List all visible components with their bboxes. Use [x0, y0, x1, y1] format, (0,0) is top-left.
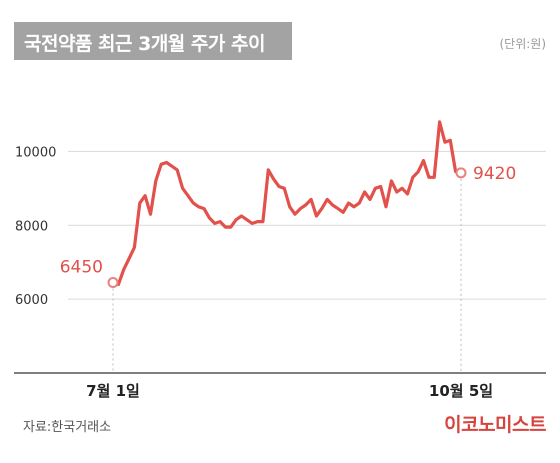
endpoint-marker-0 — [107, 277, 119, 289]
line-layer — [107, 120, 467, 289]
chart-title: 국전약품 최근 3개월 주가 추이 — [24, 33, 265, 55]
y-tick-label-6000: 6000 — [15, 293, 48, 308]
y-tick-label-8000: 8000 — [15, 219, 48, 234]
unit-label: (단위:원) — [499, 37, 546, 51]
brand-logo: 이코노미스트 — [444, 414, 546, 436]
source-note: 자료:한국거래소 — [23, 420, 112, 435]
x-tick-label-1: 10월 5일 — [429, 382, 493, 400]
data-label-9420: 9420 — [473, 164, 516, 184]
title-bar — [14, 22, 292, 60]
y-tick-label-10000: 10000 — [15, 145, 56, 160]
price-line — [111, 120, 463, 286]
grid-layer — [14, 150, 546, 374]
data-label-6450: 6450 — [60, 258, 103, 278]
endpoint-marker-1 — [455, 167, 467, 179]
label-layer: 6000 8000 10000 7월 1일 10월 5일 6450 9420 — [15, 145, 516, 400]
x-tick-label-0: 7월 1일 — [86, 382, 140, 400]
